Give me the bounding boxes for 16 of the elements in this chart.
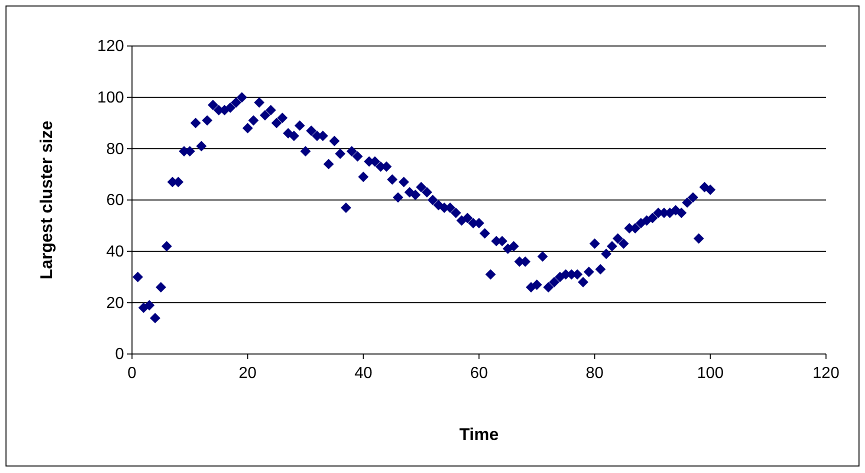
- x-tick-label: 120: [812, 365, 840, 382]
- y-axis-title: Largest cluster size: [37, 120, 56, 280]
- y-tick-label: 80: [106, 140, 124, 158]
- y-tick-label: 20: [106, 294, 124, 312]
- x-tick-label: 40: [354, 365, 372, 382]
- y-tick-label: 40: [106, 243, 124, 260]
- y-tick-label: 100: [97, 89, 124, 106]
- x-tick-label: 80: [586, 365, 604, 382]
- x-tick-label: 20: [238, 365, 257, 382]
- x-tick-label: 60: [470, 365, 488, 382]
- x-axis-title: Time: [459, 425, 499, 444]
- x-tick-label: 0: [128, 365, 137, 382]
- y-tick-label: 120: [97, 38, 124, 56]
- y-tick-label: 60: [106, 192, 124, 210]
- y-tick-label: 0: [115, 346, 124, 364]
- x-tick-label: 100: [696, 365, 724, 382]
